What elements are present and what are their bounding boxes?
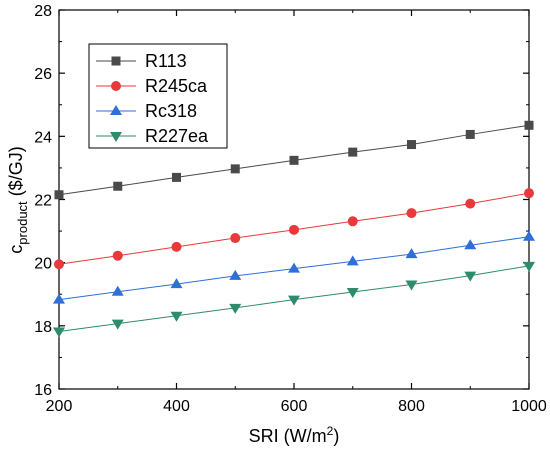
data-point-R245ca bbox=[465, 198, 476, 209]
data-point-Rc318 bbox=[111, 285, 124, 296]
legend-marker bbox=[110, 132, 122, 142]
data-point-R113 bbox=[465, 129, 475, 139]
y-tick-label: 28 bbox=[34, 3, 52, 20]
data-point-R227ea bbox=[288, 295, 300, 306]
data-point-R113 bbox=[524, 120, 534, 130]
data-point-R245ca bbox=[347, 216, 358, 227]
legend-marker bbox=[110, 105, 122, 115]
data-point-R245ca bbox=[171, 241, 182, 252]
data-point-R227ea bbox=[523, 261, 535, 272]
y-tick-label: 16 bbox=[34, 382, 52, 399]
x-tick-label: 800 bbox=[398, 398, 425, 415]
data-point-R227ea bbox=[170, 311, 183, 322]
data-point-Rc318 bbox=[523, 230, 535, 241]
x-axis-label: SRI (W/m2) bbox=[249, 424, 340, 446]
data-point-R245ca bbox=[112, 250, 123, 261]
data-point-R113 bbox=[348, 147, 358, 157]
data-point-Rc318 bbox=[346, 255, 359, 266]
data-point-Rc318 bbox=[464, 239, 477, 250]
y-axis-label: cproduct ($/GJ) bbox=[6, 146, 30, 253]
data-point-Rc318 bbox=[229, 269, 242, 280]
data-point-R245ca bbox=[230, 233, 241, 244]
data-point-R113 bbox=[172, 172, 181, 182]
data-point-R113 bbox=[113, 181, 123, 191]
x-tick-label: 400 bbox=[163, 398, 190, 415]
data-point-Rc318 bbox=[170, 278, 183, 289]
legend-label: R227ea bbox=[145, 126, 209, 146]
legend-label: R113 bbox=[145, 51, 187, 71]
x-tick-label: 200 bbox=[46, 398, 73, 415]
y-tick-label: 22 bbox=[34, 193, 52, 210]
y-tick-label: 20 bbox=[34, 256, 52, 273]
data-point-R113 bbox=[289, 155, 299, 165]
y-tick-label: 24 bbox=[34, 129, 52, 146]
legend-label: R245ca bbox=[145, 76, 208, 96]
legend-marker bbox=[111, 56, 121, 66]
data-point-Rc318 bbox=[53, 293, 65, 304]
legend: R113 R245ca Rc318 R227ea bbox=[88, 43, 228, 149]
series-markers bbox=[53, 120, 535, 338]
data-point-R245ca bbox=[289, 224, 299, 235]
data-point-R245ca bbox=[54, 259, 64, 270]
data-point-Rc318 bbox=[405, 248, 418, 259]
data-point-R227ea bbox=[464, 271, 477, 282]
data-point-R113 bbox=[407, 140, 416, 150]
data-point-R227ea bbox=[229, 303, 242, 314]
data-point-R245ca bbox=[406, 208, 417, 219]
axis-ticks: 200 400 600 800 1000 16 18 20 22 24 26 28 bbox=[34, 3, 547, 415]
data-point-R227ea bbox=[111, 319, 124, 330]
data-point-R227ea bbox=[346, 288, 359, 299]
legend-label: Rc318 bbox=[145, 101, 197, 121]
data-point-R113 bbox=[54, 190, 64, 200]
x-tick-label: 600 bbox=[281, 398, 308, 415]
y-tick-label: 26 bbox=[34, 66, 52, 83]
x-tick-label: 1000 bbox=[511, 398, 547, 415]
data-point-R227ea bbox=[405, 280, 418, 291]
data-point-R245ca bbox=[524, 188, 534, 199]
data-point-R227ea bbox=[53, 327, 65, 338]
data-point-R113 bbox=[230, 164, 240, 174]
legend-marker bbox=[111, 81, 121, 91]
data-point-Rc318 bbox=[288, 262, 300, 273]
y-tick-label: 18 bbox=[34, 319, 52, 336]
